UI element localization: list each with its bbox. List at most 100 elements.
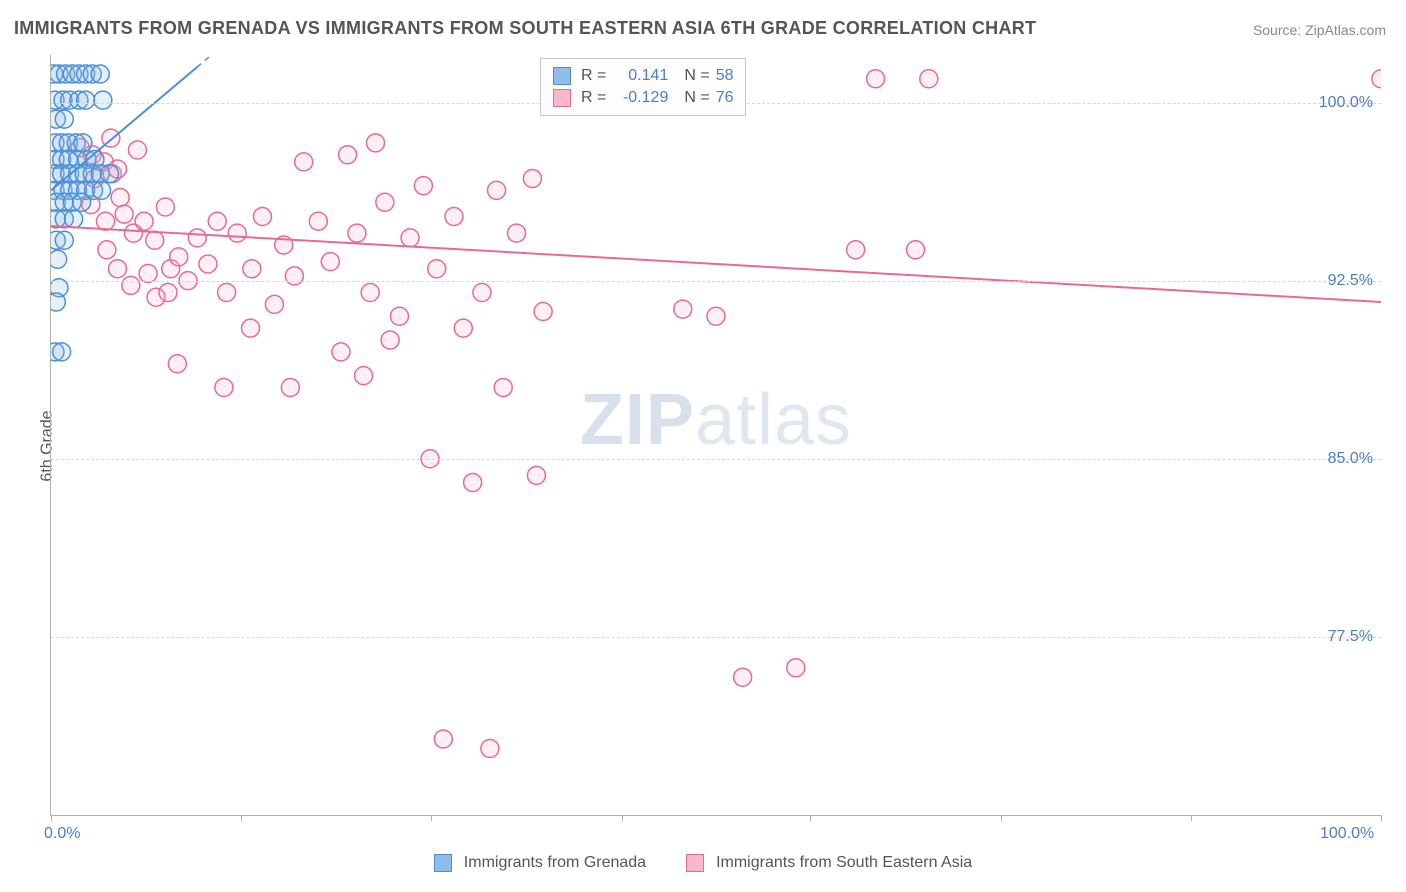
data-point bbox=[122, 276, 140, 294]
r-label: R = bbox=[581, 87, 606, 109]
data-point bbox=[381, 331, 399, 349]
data-point bbox=[434, 730, 452, 748]
bottom-legend: Immigrants from Grenada Immigrants from S… bbox=[0, 854, 1406, 872]
legend-item: Immigrants from South Eastern Asia bbox=[686, 854, 972, 872]
legend-swatch bbox=[686, 854, 704, 872]
legend-label: Immigrants from Grenada bbox=[464, 854, 646, 872]
data-point bbox=[401, 229, 419, 247]
y-tick-label: 77.5% bbox=[1328, 628, 1373, 646]
gridline bbox=[51, 281, 1381, 282]
x-tick bbox=[51, 815, 52, 821]
data-point bbox=[428, 260, 446, 278]
data-point bbox=[111, 189, 129, 207]
data-point bbox=[1372, 70, 1381, 88]
data-point bbox=[135, 212, 153, 230]
data-point bbox=[867, 70, 885, 88]
data-point bbox=[98, 241, 116, 259]
data-point bbox=[65, 210, 83, 228]
x-tick bbox=[241, 815, 242, 821]
x-tick bbox=[810, 815, 811, 821]
data-point bbox=[707, 307, 725, 325]
data-point bbox=[523, 170, 541, 188]
data-point bbox=[74, 134, 92, 152]
data-point bbox=[281, 379, 299, 397]
x-tick bbox=[431, 815, 432, 821]
y-tick-label: 92.5% bbox=[1328, 272, 1373, 290]
data-point bbox=[508, 224, 526, 242]
data-point bbox=[445, 208, 463, 226]
data-point bbox=[285, 267, 303, 285]
data-point bbox=[674, 300, 692, 318]
data-point bbox=[907, 241, 925, 259]
data-point bbox=[218, 284, 236, 302]
data-point bbox=[734, 668, 752, 686]
legend-stats-row: R = -0.129 N = 76 bbox=[553, 87, 733, 109]
x-tick bbox=[622, 815, 623, 821]
data-point bbox=[159, 284, 177, 302]
legend-swatch bbox=[553, 89, 571, 107]
gridline bbox=[51, 459, 1381, 460]
data-point bbox=[309, 212, 327, 230]
n-value: 58 bbox=[716, 65, 734, 87]
data-point bbox=[188, 229, 206, 247]
data-point bbox=[361, 284, 379, 302]
data-point bbox=[199, 255, 217, 273]
legend-swatch bbox=[553, 67, 571, 85]
data-point bbox=[390, 307, 408, 325]
data-point bbox=[527, 466, 545, 484]
x-tick-label: 0.0% bbox=[44, 825, 80, 843]
source-attribution: Source: ZipAtlas.com bbox=[1253, 22, 1386, 38]
data-point bbox=[73, 193, 91, 211]
data-point bbox=[348, 224, 366, 242]
data-point bbox=[115, 205, 133, 223]
data-point bbox=[168, 355, 186, 373]
x-tick bbox=[1001, 815, 1002, 821]
data-point bbox=[481, 740, 499, 758]
y-tick-label: 85.0% bbox=[1328, 450, 1373, 468]
data-point bbox=[53, 343, 71, 361]
data-point bbox=[55, 231, 73, 249]
chart-title: IMMIGRANTS FROM GRENADA VS IMMIGRANTS FR… bbox=[14, 18, 1036, 39]
r-label: R = bbox=[581, 65, 606, 87]
n-label: N = bbox=[684, 87, 709, 109]
data-point bbox=[253, 208, 271, 226]
data-point bbox=[128, 141, 146, 159]
legend-label: Immigrants from South Eastern Asia bbox=[716, 854, 972, 872]
data-point bbox=[93, 181, 111, 199]
data-point bbox=[170, 248, 188, 266]
x-tick bbox=[1191, 815, 1192, 821]
data-point bbox=[109, 260, 127, 278]
data-point bbox=[376, 193, 394, 211]
scatter-svg bbox=[51, 55, 1381, 815]
data-point bbox=[156, 198, 174, 216]
legend-stats-box: R =0.141N =58R =-0.129N =76 bbox=[540, 58, 746, 116]
data-point bbox=[339, 146, 357, 164]
data-point bbox=[146, 231, 164, 249]
x-tick bbox=[1381, 815, 1382, 821]
trend-line-dashed bbox=[197, 55, 241, 67]
data-point bbox=[787, 659, 805, 677]
r-value: -0.129 bbox=[612, 87, 668, 109]
n-label: N = bbox=[684, 65, 709, 87]
data-point bbox=[228, 224, 246, 242]
data-point bbox=[91, 65, 109, 83]
n-value: 76 bbox=[716, 87, 734, 109]
data-point bbox=[295, 153, 313, 171]
data-point bbox=[473, 284, 491, 302]
data-point bbox=[265, 295, 283, 313]
data-point bbox=[51, 293, 65, 311]
data-point bbox=[414, 177, 432, 195]
data-point bbox=[243, 260, 261, 278]
data-point bbox=[355, 367, 373, 385]
data-point bbox=[77, 91, 95, 109]
data-point bbox=[454, 319, 472, 337]
data-point bbox=[494, 379, 512, 397]
data-point bbox=[94, 91, 112, 109]
legend-stats-row: R =0.141N =58 bbox=[553, 65, 733, 87]
data-point bbox=[101, 165, 119, 183]
plot-area: ZIPatlas 77.5%85.0%92.5%100.0% bbox=[50, 55, 1381, 816]
y-tick-label: 100.0% bbox=[1319, 94, 1373, 112]
data-point bbox=[321, 253, 339, 271]
x-tick-label: 100.0% bbox=[1320, 825, 1374, 843]
legend-item: Immigrants from Grenada bbox=[434, 854, 646, 872]
